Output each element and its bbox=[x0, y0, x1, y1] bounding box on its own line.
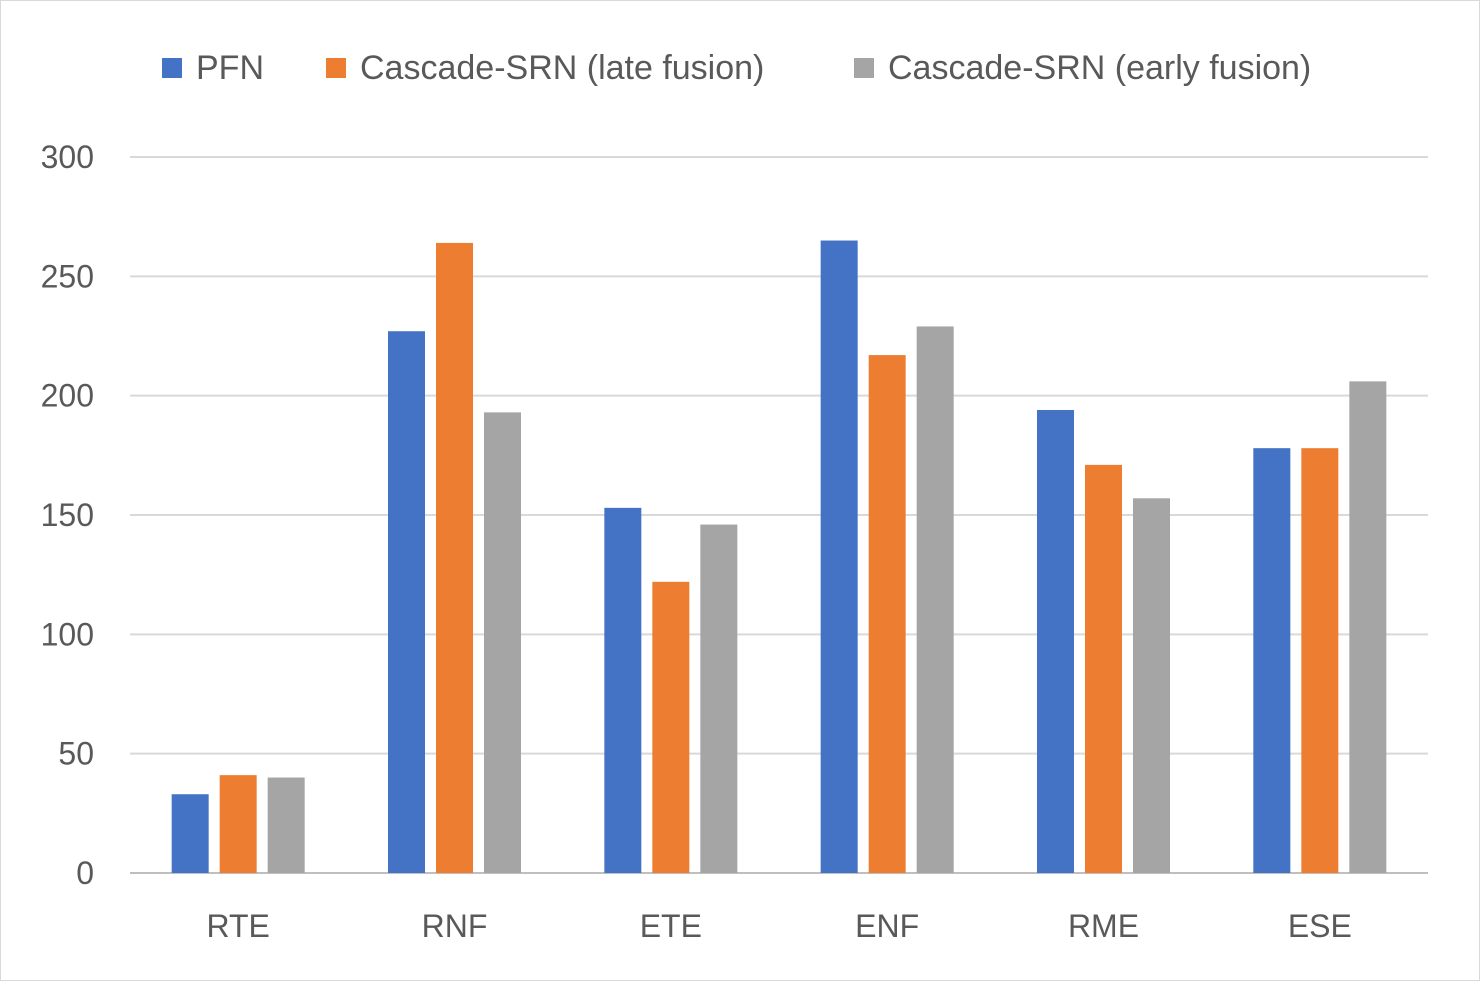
bar bbox=[1301, 448, 1339, 873]
legend-swatch-early-fusion bbox=[854, 58, 874, 78]
bar bbox=[388, 331, 425, 873]
bar bbox=[1133, 498, 1170, 873]
bar bbox=[1349, 381, 1387, 873]
legend-item-early-fusion: Cascade-SRN (early fusion) bbox=[854, 44, 1311, 92]
y-tick-label: 100 bbox=[41, 616, 94, 652]
y-tick-label: 300 bbox=[41, 139, 94, 175]
y-tick-label: 150 bbox=[41, 497, 94, 533]
legend-item-pfn: PFN bbox=[162, 44, 264, 92]
bar bbox=[1253, 448, 1291, 873]
bar bbox=[604, 507, 642, 873]
x-tick-label: ENF bbox=[855, 908, 919, 944]
bar bbox=[219, 775, 257, 873]
bar bbox=[916, 326, 954, 873]
bar bbox=[1085, 464, 1122, 873]
x-tick-label: RME bbox=[1068, 908, 1139, 944]
y-tick-label: 50 bbox=[58, 736, 94, 772]
bar bbox=[436, 242, 473, 874]
legend-item-late-fusion: Cascade-SRN (late fusion) bbox=[326, 44, 764, 92]
x-tick-label: ESE bbox=[1288, 908, 1352, 944]
x-tick-label: ETE bbox=[640, 908, 702, 944]
bar bbox=[171, 794, 209, 873]
legend: PFN Cascade-SRN (late fusion) Cascade-SR… bbox=[0, 44, 1480, 92]
legend-label-late-fusion: Cascade-SRN (late fusion) bbox=[360, 48, 765, 87]
bar bbox=[484, 412, 521, 873]
bar bbox=[267, 777, 305, 873]
bar bbox=[652, 581, 690, 873]
legend-swatch-pfn bbox=[162, 58, 182, 78]
legend-label-pfn: PFN bbox=[196, 48, 264, 87]
y-tick-label: 250 bbox=[41, 258, 94, 294]
bar bbox=[1037, 409, 1074, 873]
legend-swatch-late-fusion bbox=[326, 58, 346, 78]
bar bbox=[700, 524, 738, 873]
legend-label-early-fusion: Cascade-SRN (early fusion) bbox=[888, 48, 1312, 87]
bar bbox=[868, 355, 906, 873]
x-tick-label: RNF bbox=[422, 908, 488, 944]
y-tick-label: 200 bbox=[41, 378, 94, 414]
bar bbox=[820, 240, 858, 874]
x-tick-label: RTE bbox=[206, 908, 269, 944]
y-tick-label: 0 bbox=[76, 855, 94, 891]
